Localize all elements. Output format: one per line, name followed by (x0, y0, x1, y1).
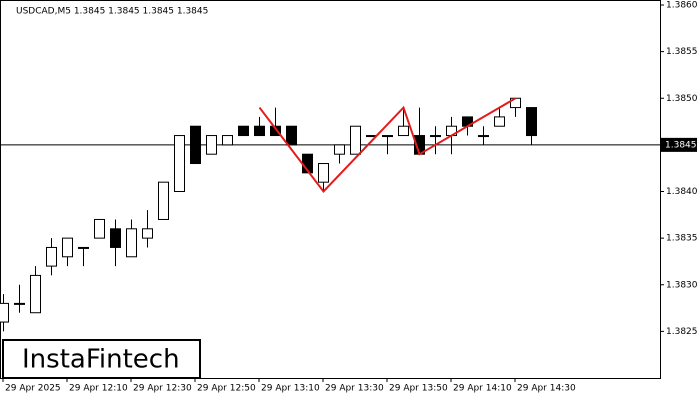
x-tick-label: 29 Apr 12:10 (69, 384, 128, 394)
chart-title: USDCAD,M5 1.3845 1.3845 1.3845 1.3845 (16, 7, 208, 17)
candle-body (254, 125, 265, 137)
candle-body (286, 125, 297, 146)
candle-body (142, 228, 153, 239)
candle-body (158, 181, 169, 220)
candle-body (494, 116, 505, 127)
candle-body (430, 135, 441, 138)
candle-body (222, 135, 233, 146)
x-tick-label: 29 Apr 14:30 (517, 384, 576, 394)
candle-body (398, 125, 409, 137)
candle-body (318, 163, 329, 183)
candle-body (110, 228, 121, 248)
candle-body (270, 125, 281, 137)
current-price-box (661, 137, 697, 152)
candle-body (0, 302, 9, 323)
candle-body (94, 218, 105, 239)
logo: InstaFintech (22, 345, 180, 375)
y-tick-label: 1.3825 (666, 327, 698, 337)
candle-body (78, 246, 89, 249)
current-price-label: 1.3845 (665, 140, 697, 150)
candle-body (334, 144, 345, 155)
pattern-line (258, 97, 517, 194)
y-tick-label: 1.3850 (666, 94, 698, 104)
logo-box (2, 339, 201, 379)
candle-body (526, 107, 537, 137)
x-tick-label: 29 Apr 13:30 (325, 384, 384, 394)
candle-body (62, 237, 73, 258)
x-tick-label: 29 Apr 12:30 (133, 384, 192, 394)
x-tick-label: 29 Apr 12:50 (197, 384, 256, 394)
y-tick-label: 1.3855 (666, 47, 698, 57)
candle-body (126, 228, 137, 258)
x-tick-label: 29 Apr 13:50 (389, 384, 448, 394)
candle-body (190, 125, 201, 165)
candle-body (478, 135, 489, 138)
candle-body (46, 246, 57, 267)
y-tick-label: 1.3840 (666, 187, 698, 197)
candle-body (238, 125, 249, 137)
x-tick-label: 29 Apr 14:10 (453, 384, 512, 394)
candle-body (30, 274, 41, 314)
candle-body (382, 135, 393, 138)
candle-body (174, 135, 185, 193)
y-tick-label: 1.3830 (666, 280, 698, 290)
y-tick-label: 1.3860 (666, 1, 698, 11)
candle-body (14, 302, 25, 305)
plot-frame (0, 0, 661, 379)
candle-body (206, 135, 217, 155)
x-tick-label: 29 Apr 13:10 (261, 384, 320, 394)
candle-body (350, 125, 361, 155)
y-tick-label: 1.3835 (666, 234, 698, 244)
x-tick-label: 29 Apr 2025 (5, 384, 61, 394)
